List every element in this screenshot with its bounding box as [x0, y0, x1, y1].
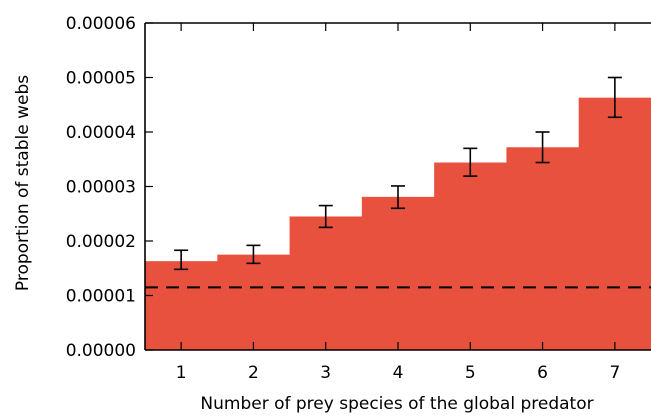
bar-7 [578, 97, 651, 350]
x-tick-label: 2 [248, 363, 259, 383]
error-bar-1 [174, 249, 189, 271]
x-tick-label: 4 [393, 363, 404, 383]
bar-4 [361, 196, 435, 350]
bar-6 [506, 147, 580, 350]
y-axis-label: Proportion of stable webs [13, 75, 33, 291]
x-tick-label: 3 [320, 363, 331, 383]
y-tick-label: 0.00005 [66, 69, 136, 89]
bar-5 [434, 162, 507, 350]
error-bar-7 [607, 76, 622, 119]
bar-3 [289, 216, 363, 350]
x-axis-label: Number of prey species of the global pre… [200, 394, 593, 414]
ticks: 0.00000 0.00001 0.00002 0.00003 0.00004 0.000… [66, 14, 621, 383]
axis-labels: Number of prey species of the global pre… [13, 75, 594, 414]
error-bar-3 [318, 204, 333, 229]
y-tick-label: 0.00003 [66, 178, 136, 198]
error-bar-5 [463, 147, 478, 177]
x-tick-label: 5 [465, 363, 476, 383]
error-bars [174, 76, 622, 271]
bars [145, 97, 651, 350]
y-tick-label: 0.00001 [66, 287, 136, 307]
error-bar-2 [246, 244, 261, 265]
y-tick-label: 0.00002 [66, 232, 136, 252]
x-tick-label: 6 [537, 363, 548, 383]
y-tick-label: 0.00006 [66, 14, 136, 34]
error-bar-6 [535, 131, 550, 164]
x-tick-label: 7 [609, 363, 620, 383]
y-tick-label: 0.00004 [66, 123, 136, 143]
y-tick-label: 0.00000 [66, 341, 136, 361]
bar-1 [145, 261, 218, 350]
x-tick-label: 1 [176, 363, 187, 383]
bar-2 [217, 254, 291, 350]
error-bar-4 [391, 185, 405, 210]
